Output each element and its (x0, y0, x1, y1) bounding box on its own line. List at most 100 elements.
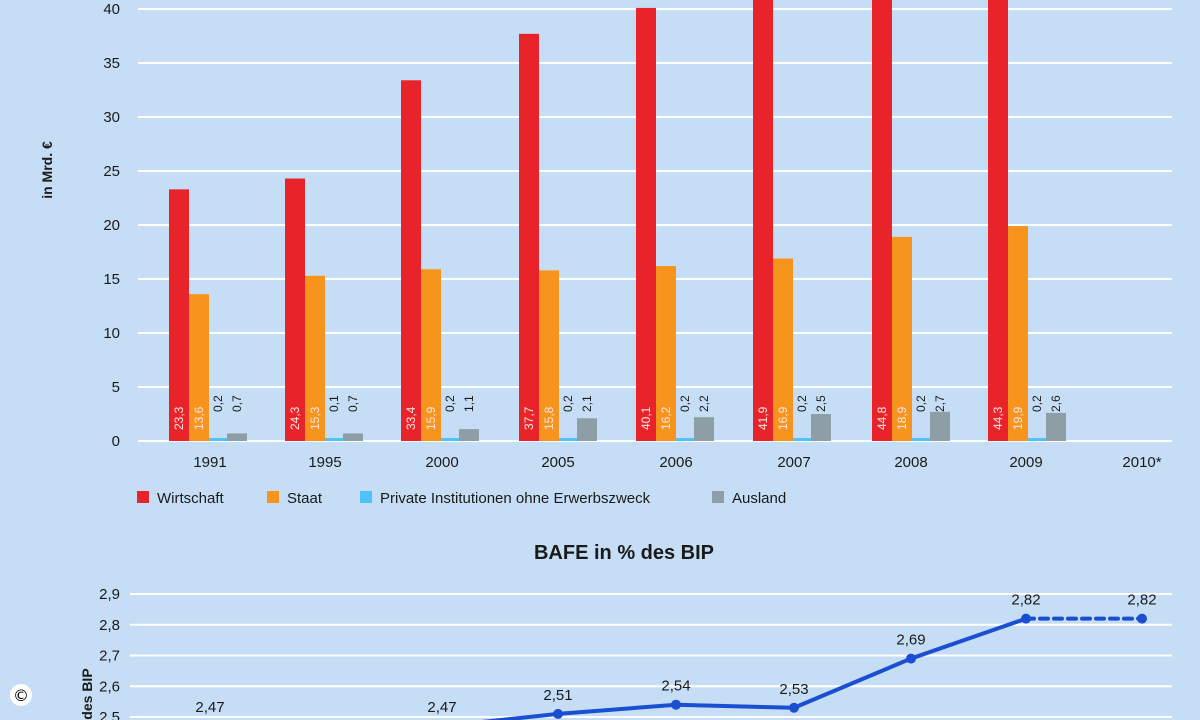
bar-value-label: 41,9 (756, 406, 770, 430)
line-segment (792, 656, 913, 710)
bar-value-label: 44,8 (875, 406, 889, 430)
line-chart-title: BAFE in % des BIP (534, 542, 714, 564)
bar-wirtschaft (169, 189, 189, 441)
bar-x-tick-label: 1995 (308, 454, 341, 471)
bar-wirtschaft (636, 7, 656, 441)
line-point (789, 702, 799, 713)
bar-value-label: 16,9 (776, 406, 790, 430)
bar-private (559, 438, 577, 441)
bar-wirtschaft (401, 80, 421, 441)
bar-value-label: 0,2 (1030, 395, 1044, 412)
bar-staat (656, 266, 676, 441)
line-segment (556, 702, 678, 716)
bar-value-label: 0,2 (914, 395, 928, 412)
legend-label-staat: Staat (287, 490, 323, 507)
bar-y-tick-label: 15 (103, 271, 120, 288)
copyright-icon: © (10, 684, 32, 706)
bar-staat (421, 269, 441, 441)
line-segment (674, 702, 796, 710)
bar-staat (892, 236, 912, 441)
bar-value-label: 0,2 (443, 395, 457, 412)
line-y-axis-label: des BIP (79, 668, 95, 719)
bar-value-label: 19,9 (1011, 406, 1025, 430)
bar-staat (305, 275, 325, 441)
line-point (1021, 613, 1031, 624)
line-point-label: 2,69 (896, 632, 925, 649)
bar-value-label: 16,2 (659, 406, 673, 430)
bar-x-tick-label: 2005 (541, 454, 574, 471)
line-y-tick-label: 2,5 (99, 709, 120, 720)
legend-label-wirtschaft: Wirtschaft (157, 490, 225, 507)
bar-wirtschaft (872, 0, 892, 441)
bar-y-axis-label: in Mrd. € (39, 141, 55, 199)
bar-value-label: 44,3 (991, 406, 1005, 430)
line-point-label: 2,53 (779, 681, 808, 698)
bar-private (676, 438, 694, 441)
bar-y-tick-label: 5 (112, 379, 120, 396)
line-segment (481, 711, 560, 720)
bar-private (912, 438, 930, 441)
bar-ausland (227, 433, 247, 441)
bar-x-tick-label: 2000 (425, 454, 458, 471)
line-point-label: 2,82 (1127, 592, 1156, 609)
bar-value-label: 15,9 (424, 406, 438, 430)
bar-value-label: 13,6 (192, 406, 206, 430)
line-point-label: 2,51 (543, 687, 572, 704)
bar-y-tick-label: 40 (103, 1, 120, 18)
line-point-label: 2,54 (661, 678, 690, 695)
legend-swatch-ausland (712, 491, 724, 503)
bar-private (793, 438, 811, 441)
bar-private (209, 438, 227, 441)
bar-value-label: 15,3 (308, 406, 322, 430)
bar-value-label: 23,3 (172, 406, 186, 430)
bar-staat (1008, 226, 1028, 441)
bar-ausland (930, 411, 950, 441)
bar-value-label: 2,7 (933, 395, 947, 412)
bar-y-tick-label: 30 (103, 109, 120, 126)
bar-value-label: 33,4 (404, 406, 418, 430)
legend-swatch-staat (267, 491, 279, 503)
bar-value-label: 24,3 (288, 406, 302, 430)
line-point (553, 708, 563, 719)
legend-label-ausland: Ausland (732, 490, 786, 507)
bar-x-tick-label: 2010* (1122, 454, 1161, 471)
bar-value-label: 0,2 (678, 395, 692, 412)
bar-private (1028, 438, 1046, 441)
bar-y-tick-label: 10 (103, 325, 120, 342)
bar-y-tick-label: 25 (103, 163, 120, 180)
bar-value-label: 2,6 (1049, 395, 1063, 412)
bar-staat (189, 294, 209, 441)
bar-private (441, 438, 459, 441)
bar-x-tick-label: 2006 (659, 454, 692, 471)
bar-ausland (343, 433, 363, 441)
legend-label-private: Private Institutionen ohne Erwerbszweck (380, 490, 651, 507)
bar-private (325, 438, 343, 441)
bar-value-label: 0,2 (211, 395, 225, 412)
bar-y-tick-label: 35 (103, 55, 120, 72)
bar-value-label: 0,7 (346, 395, 360, 412)
bar-wirtschaft (753, 0, 773, 441)
line-point (1137, 613, 1147, 624)
line-point-label: 2,47 (195, 699, 224, 716)
bar-ausland (694, 417, 714, 441)
line-y-tick-label: 2,8 (99, 617, 120, 634)
bar-value-label: 0,2 (795, 395, 809, 412)
bar-value-label: 1,1 (462, 395, 476, 412)
bar-value-label: 0,2 (561, 395, 575, 412)
bar-value-label: 40,1 (639, 406, 653, 430)
bar-value-label: 2,2 (697, 395, 711, 412)
line-point (906, 653, 916, 664)
bar-y-tick-label: 0 (112, 433, 120, 450)
bar-y-tick-label: 20 (103, 217, 120, 234)
line-y-tick-label: 2,9 (99, 586, 120, 603)
line-y-tick-label: 2,6 (99, 678, 120, 695)
line-y-tick-label: 2,7 (99, 648, 120, 665)
legend-swatch-private (360, 491, 372, 503)
bar-ausland (577, 418, 597, 441)
bar-value-label: 37,7 (522, 406, 536, 430)
bar-ausland (1046, 412, 1066, 441)
bar-value-label: 2,5 (814, 395, 828, 412)
line-point-label: 2,82 (1011, 592, 1040, 609)
bar-ausland (811, 414, 831, 441)
bar-value-label: 0,1 (327, 395, 341, 412)
